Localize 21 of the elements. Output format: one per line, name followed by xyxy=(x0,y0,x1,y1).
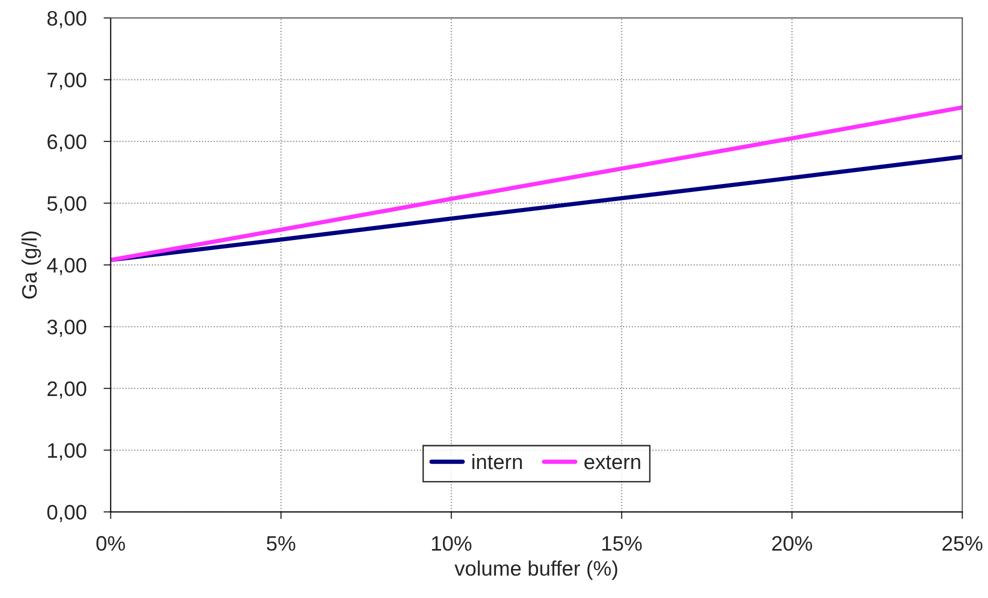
x-tick-label: 15% xyxy=(602,536,642,551)
y-tick-label: 8,00 xyxy=(47,10,86,28)
legend-label: extern xyxy=(584,456,640,470)
line-series xyxy=(110,105,962,262)
y-tick-label: 4,00 xyxy=(46,258,86,276)
y-tick-label: 1,00 xyxy=(48,443,86,460)
legend-label: intern xyxy=(472,454,522,470)
line-series xyxy=(110,154,962,262)
y-tick-label: 0,00 xyxy=(47,504,86,522)
x-axis-title: volume buffer (%) xyxy=(454,560,618,580)
y-tick-label: 6,00 xyxy=(48,134,86,152)
y-tick-label: 5,00 xyxy=(47,196,86,214)
y-axis-title: Ga (g/l) xyxy=(22,231,41,299)
x-tick-label: 10% xyxy=(432,536,472,551)
x-tick-label: 25% xyxy=(942,536,982,551)
x-tick-label: 0% xyxy=(96,536,125,551)
y-tick-label: 2,00 xyxy=(48,381,86,399)
y-tick-label: 3,00 xyxy=(47,320,86,337)
x-tick-label: 20% xyxy=(772,536,812,551)
x-tick-label: 5% xyxy=(266,536,296,551)
y-tick-label: 7,00 xyxy=(48,72,86,90)
